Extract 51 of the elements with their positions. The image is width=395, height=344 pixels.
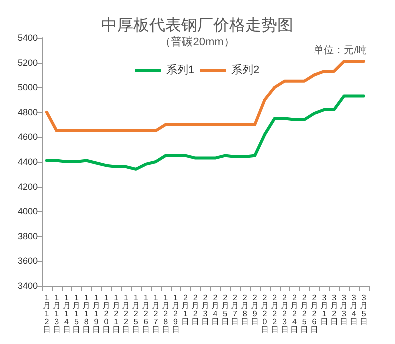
line-series [45, 94, 366, 171]
x-tick-label: 1月26日 [142, 294, 150, 334]
legend-label: 系列1 [166, 64, 195, 76]
x-tick-label: 2月3日 [202, 294, 210, 326]
y-tick-label: 3600 [18, 256, 38, 266]
y-tick-label: 4800 [18, 107, 38, 118]
x-tick-label: 2月9日 [251, 294, 260, 326]
x-tick-label: 1月18日 [82, 294, 91, 334]
y-tick-label: 3400 [18, 281, 38, 291]
x-tick-label: 1月19日 [92, 294, 100, 334]
x-tick-label: 1月22日 [122, 294, 130, 334]
x-tick-label: 3月2日 [330, 294, 338, 326]
y-tick-label: 4400 [18, 157, 38, 167]
x-tick-label: 1月14日 [62, 294, 71, 334]
legend-label: 系列2 [232, 64, 260, 76]
y-tick-label: 5000 [18, 82, 38, 93]
x-tick-label: 3月3日 [340, 294, 348, 326]
y-tick-label: 4600 [18, 132, 38, 142]
x-tick-label: 2月25日 [300, 294, 309, 334]
x-tick-label: 1月28日 [162, 294, 170, 334]
annotation: 单位：元/吨 [314, 44, 368, 56]
x-tick-label: 2月8日 [241, 294, 250, 326]
x-tick-label: 1月21日 [112, 294, 120, 334]
x-tick-label: 2月22日 [270, 294, 279, 334]
x-tick-label: 2月20日 [260, 294, 269, 334]
x-tick-label: 2月4日 [211, 294, 220, 326]
chart-subtitle: （普碳20mm） [160, 36, 235, 48]
x-tick-label: 3月5日 [360, 294, 368, 326]
x-tick-label: 1月25日 [132, 294, 140, 334]
x-tick-label: 1月15日 [72, 294, 81, 334]
chart-title: 中厚板代表钢厂价格走势图 [102, 16, 294, 34]
x-tick-label: 2月26日 [310, 294, 318, 334]
line-series [45, 60, 366, 132]
y-tick-label: 4000 [18, 206, 38, 217]
x-tick-label: 1月12日 [42, 294, 51, 334]
x-tick-label: 1月27日 [152, 294, 160, 334]
x-tick-label: 1月20日 [102, 294, 110, 334]
x-tick-label: 3月4日 [350, 294, 358, 326]
y-tick-label: 5200 [18, 58, 38, 68]
x-tick-label: 2月1日 [182, 294, 190, 326]
x-tick-label: 3月1日 [320, 294, 328, 326]
x-tick-label: 2月24日 [290, 294, 299, 334]
x-tick-label: 2月2日 [192, 294, 200, 326]
y-tick-label: 4200 [18, 182, 38, 192]
x-tick-label: 1月29日 [172, 294, 180, 334]
x-tick-label: 1月13日 [52, 294, 61, 334]
y-tick-label: 5400 [18, 33, 38, 43]
y-tick-label: 3800 [18, 231, 38, 242]
x-tick-label: 2月23日 [280, 294, 289, 334]
x-tick-label: 2月7日 [231, 294, 240, 326]
x-tick-label: 2月5日 [221, 294, 230, 326]
